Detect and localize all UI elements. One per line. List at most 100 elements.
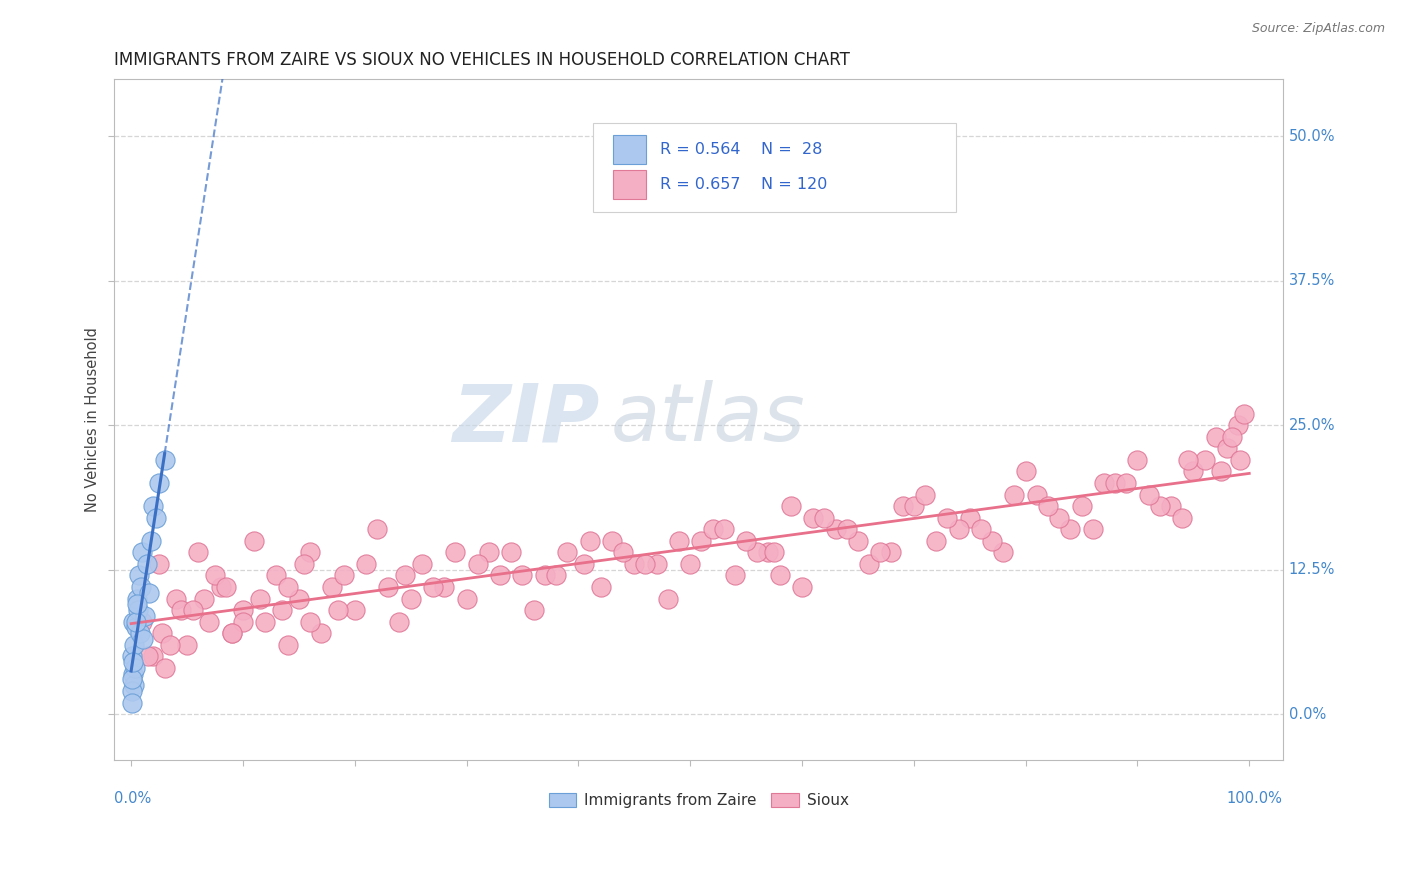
Point xyxy=(936,510,959,524)
Point xyxy=(127,603,149,617)
Text: R = 0.564    N =  28: R = 0.564 N = 28 xyxy=(659,142,823,157)
Point xyxy=(914,487,936,501)
Point xyxy=(612,545,634,559)
Point xyxy=(138,586,160,600)
Point xyxy=(204,568,226,582)
Point xyxy=(1126,453,1149,467)
Point xyxy=(578,533,600,548)
Point xyxy=(294,557,316,571)
Point xyxy=(131,545,153,559)
Point xyxy=(124,620,146,634)
Point xyxy=(249,591,271,606)
Point xyxy=(271,603,294,617)
Point xyxy=(1160,499,1182,513)
Point xyxy=(135,557,157,571)
Point xyxy=(758,545,780,559)
Point xyxy=(422,580,444,594)
Point xyxy=(121,696,143,710)
Point xyxy=(824,522,846,536)
Point xyxy=(623,557,645,571)
Point xyxy=(215,580,238,594)
Point xyxy=(981,533,1004,548)
Point xyxy=(122,678,145,692)
Point xyxy=(702,522,724,536)
Point xyxy=(1229,453,1251,467)
Point xyxy=(232,603,254,617)
Point xyxy=(132,632,155,646)
Point xyxy=(298,615,321,629)
Text: atlas: atlas xyxy=(612,381,806,458)
Point xyxy=(298,545,321,559)
Point xyxy=(170,603,193,617)
Bar xyxy=(613,170,645,199)
Bar xyxy=(613,136,645,164)
Point xyxy=(1025,487,1047,501)
Point xyxy=(153,453,176,467)
Point xyxy=(148,557,170,571)
Point xyxy=(127,598,149,612)
Point xyxy=(1047,510,1070,524)
Y-axis label: No Vehicles in Household: No Vehicles in Household xyxy=(86,327,100,512)
Point xyxy=(1115,476,1137,491)
Text: 37.5%: 37.5% xyxy=(1289,273,1334,288)
Text: Source: ZipAtlas.com: Source: ZipAtlas.com xyxy=(1251,22,1385,36)
Point xyxy=(444,545,467,559)
Point xyxy=(763,545,786,559)
Point xyxy=(1149,499,1171,513)
Point xyxy=(121,684,143,698)
Point xyxy=(1004,487,1026,501)
Point xyxy=(1216,442,1239,456)
Legend: Immigrants from Zaire, Sioux: Immigrants from Zaire, Sioux xyxy=(543,787,855,814)
Point xyxy=(668,533,690,548)
Point xyxy=(221,626,243,640)
Point xyxy=(880,545,903,559)
Point xyxy=(134,609,156,624)
Point xyxy=(129,626,152,640)
Point xyxy=(690,533,713,548)
Point xyxy=(1081,522,1104,536)
Point xyxy=(433,580,456,594)
Point xyxy=(657,591,679,606)
Point xyxy=(128,568,150,582)
Text: 0.0%: 0.0% xyxy=(114,791,152,806)
Point xyxy=(122,615,145,629)
Point xyxy=(589,580,612,594)
Text: ZIP: ZIP xyxy=(451,381,599,458)
Point xyxy=(970,522,993,536)
Text: R = 0.657    N = 120: R = 0.657 N = 120 xyxy=(659,177,827,192)
Point xyxy=(165,591,187,606)
Point xyxy=(1182,465,1205,479)
Point xyxy=(266,568,288,582)
Point xyxy=(835,522,858,536)
Point xyxy=(813,510,835,524)
Text: 12.5%: 12.5% xyxy=(1289,562,1336,577)
Point xyxy=(125,591,148,606)
Point xyxy=(131,615,153,629)
Text: 0.0%: 0.0% xyxy=(1289,706,1326,722)
Point xyxy=(523,603,546,617)
Point xyxy=(1092,476,1115,491)
Point xyxy=(1171,510,1194,524)
Point xyxy=(1233,407,1256,421)
Point xyxy=(645,557,668,571)
Point xyxy=(411,557,433,571)
Point xyxy=(467,557,489,571)
Point xyxy=(221,626,243,640)
Point xyxy=(198,615,221,629)
Point xyxy=(122,655,145,669)
Point xyxy=(121,673,143,687)
Point xyxy=(713,522,735,536)
Point xyxy=(735,533,758,548)
Point xyxy=(153,661,176,675)
Point xyxy=(1211,465,1233,479)
Point xyxy=(1205,430,1227,444)
Point xyxy=(489,568,512,582)
Point xyxy=(512,568,534,582)
FancyBboxPatch shape xyxy=(593,123,956,211)
Point xyxy=(724,568,747,582)
Point xyxy=(1036,499,1059,513)
Point xyxy=(544,568,567,582)
Point xyxy=(141,533,163,548)
Point xyxy=(181,603,204,617)
Point xyxy=(1222,430,1244,444)
